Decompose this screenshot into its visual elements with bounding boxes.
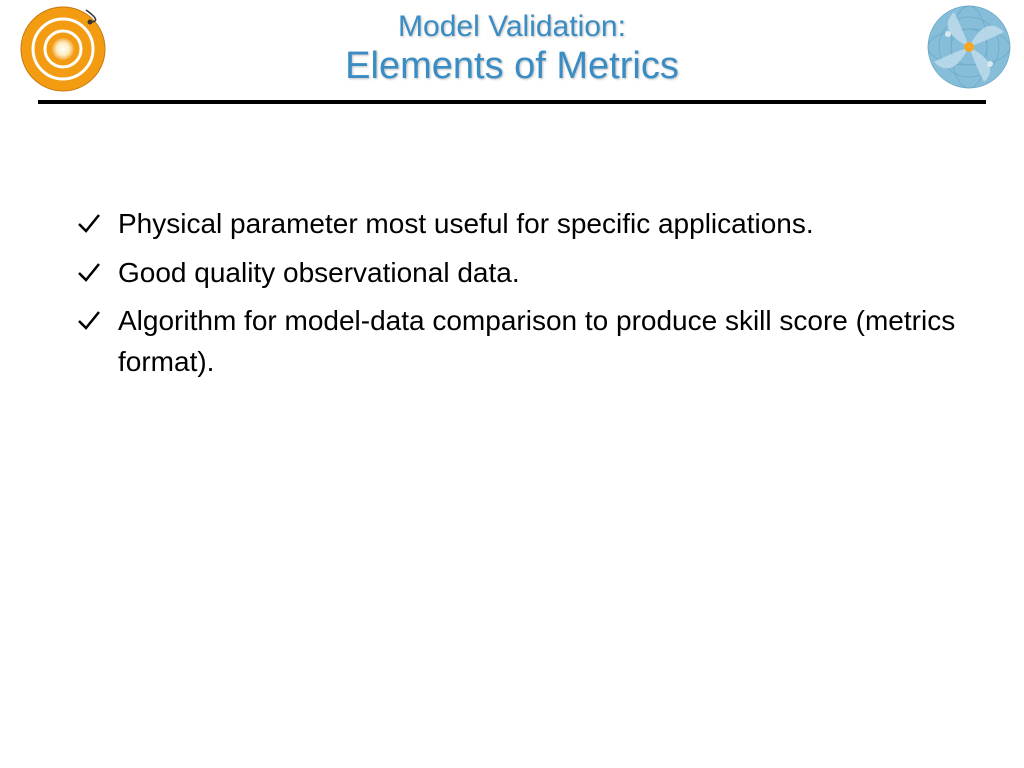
sun-orbit-icon — [18, 4, 108, 99]
bullet-text: Good quality observational data. — [118, 257, 520, 288]
bullet-list: Physical parameter most useful for speci… — [100, 204, 964, 382]
checkmark-icon — [76, 259, 102, 285]
slide-body: Physical parameter most useful for speci… — [0, 204, 1024, 382]
slide-header: Model Validation: Elements of Metrics — [0, 0, 1024, 88]
list-item: Algorithm for model-data comparison to p… — [100, 301, 964, 382]
bullet-text: Algorithm for model-data comparison to p… — [118, 305, 955, 377]
spiral-globe-icon — [926, 4, 1012, 95]
title-line-2: Elements of Metrics — [0, 45, 1024, 89]
bullet-text: Physical parameter most useful for speci… — [118, 208, 814, 239]
title-line-1: Model Validation: — [0, 10, 1024, 45]
list-item: Physical parameter most useful for speci… — [100, 204, 964, 245]
list-item: Good quality observational data. — [100, 253, 964, 294]
checkmark-icon — [76, 307, 102, 333]
checkmark-icon — [76, 210, 102, 236]
header-divider — [38, 100, 986, 104]
